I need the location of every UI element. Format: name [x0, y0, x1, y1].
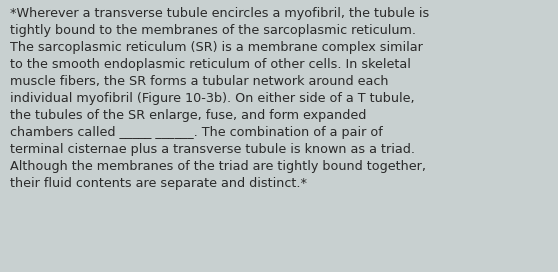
Text: *Wherever a transverse tubule encircles a myofibril, the tubule is
tightly bound: *Wherever a transverse tubule encircles …	[10, 7, 429, 190]
